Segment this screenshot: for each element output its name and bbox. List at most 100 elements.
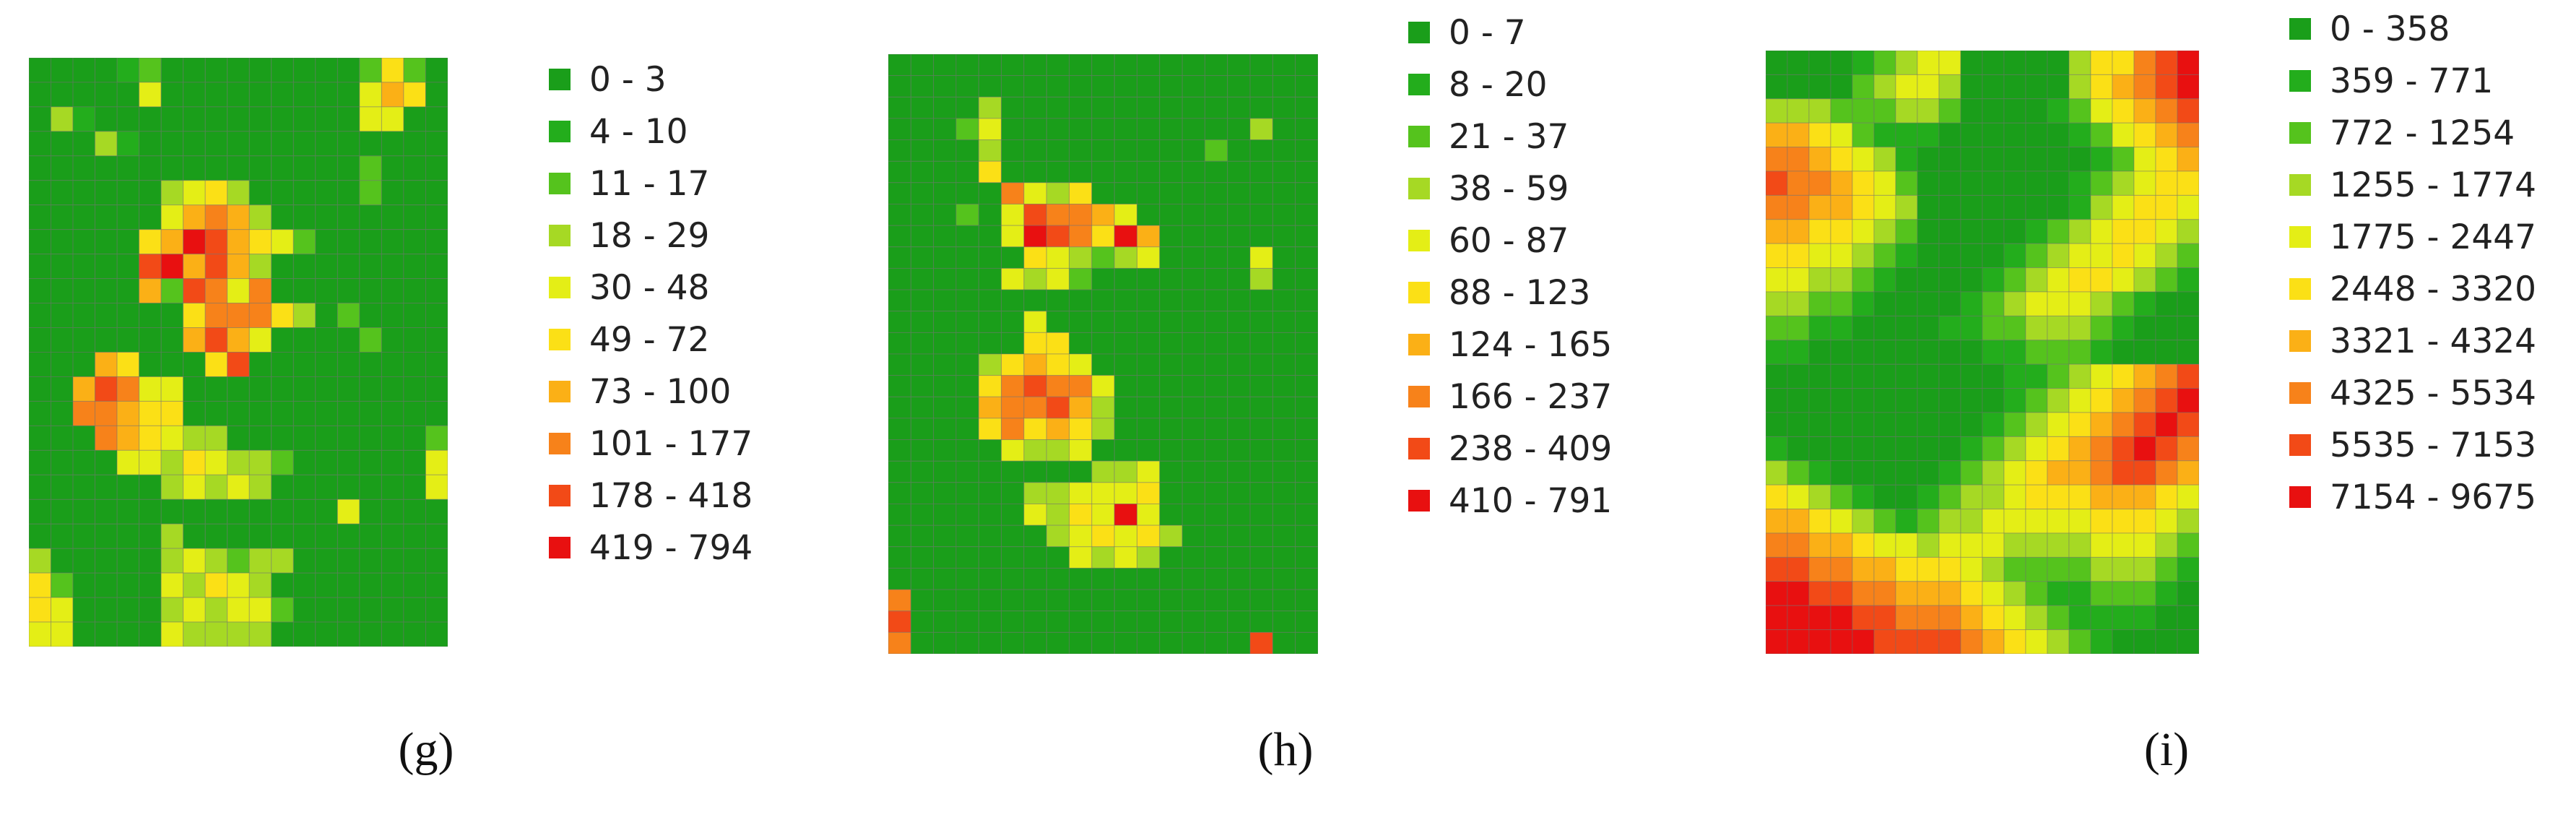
legend-swatch: [2289, 486, 2311, 508]
heatmap-cell: [1852, 605, 1875, 631]
heatmap-cell: [1227, 353, 1251, 376]
heatmap-cell: [248, 155, 272, 181]
heatmap-cell: [2155, 219, 2178, 244]
heatmap-cell: [1001, 96, 1025, 119]
heatmap-cell: [183, 254, 206, 280]
heatmap-cell: [1069, 375, 1093, 397]
heatmap-cell: [1830, 436, 1853, 462]
heatmap-cell: [1960, 74, 1983, 100]
heatmap-cell: [1272, 353, 1296, 376]
heatmap-cell: [183, 278, 206, 304]
heatmap-cell: [955, 182, 979, 204]
heatmap-cell: [888, 418, 911, 441]
heatmap-cell: [2003, 412, 2026, 437]
heatmap-cell: [888, 182, 911, 204]
heatmap-cell: [978, 204, 1002, 226]
heatmap-cell: [1069, 160, 1093, 184]
heatmap-cell: [381, 254, 404, 280]
heatmap-cell: [2003, 267, 2026, 293]
heatmap-cell: [1982, 629, 2005, 654]
heatmap-cell: [1136, 567, 1161, 590]
heatmap-cell: [425, 204, 448, 230]
heatmap-cell: [1227, 396, 1251, 419]
heatmap-cell: [1917, 51, 1940, 75]
heatmap-cell: [2133, 194, 2156, 220]
heatmap-cell: [1982, 412, 2005, 437]
heatmap-cell: [1938, 581, 1961, 606]
heatmap-cell: [2090, 436, 2113, 462]
heatmap-cell: [1808, 122, 1831, 148]
heatmap-cell: [1114, 375, 1137, 397]
legend-swatch: [1408, 178, 1430, 199]
heatmap-cell: [72, 474, 96, 500]
heatmap-cell: [1001, 139, 1025, 162]
heatmap-cell: [1091, 525, 1115, 548]
heatmap-cell: [95, 278, 118, 304]
heatmap-cell: [1982, 340, 2005, 365]
heatmap-cell: [1852, 629, 1875, 654]
heatmap-cell: [1873, 509, 1896, 534]
heatmap-cell: [1181, 332, 1205, 355]
heatmap-cell: [1249, 396, 1273, 419]
heatmap-cell: [359, 449, 382, 475]
heatmap-cell: [1895, 629, 1918, 654]
heatmap-cell: [1159, 504, 1183, 526]
heatmap-cell: [1787, 460, 1810, 485]
heatmap-cell: [1766, 484, 1788, 510]
heatmap-cell: [1159, 118, 1183, 141]
legend-label: 11 - 17: [589, 163, 710, 204]
heatmap-cell: [183, 425, 206, 451]
heatmap-cell: [933, 54, 957, 77]
heatmap-cell: [1249, 439, 1273, 462]
heatmap-cell: [1159, 204, 1183, 226]
heatmap-cell: [1982, 509, 2005, 534]
heatmap-cell: [204, 82, 228, 108]
heatmap-cell: [381, 474, 404, 500]
legend-item-g-2: 11 - 17: [549, 162, 709, 205]
heatmap-cell: [1069, 289, 1093, 312]
heatmap-cell: [1249, 54, 1273, 77]
heatmap-cell: [1938, 556, 1961, 582]
heatmap-cell: [1873, 171, 1896, 196]
heatmap-cell: [116, 621, 140, 647]
heatmap-cell: [227, 303, 250, 329]
heatmap-cell: [183, 548, 206, 574]
heatmap-cell: [183, 376, 206, 402]
heatmap-cell: [1249, 204, 1273, 226]
heatmap-cell: [1960, 388, 1983, 413]
heatmap-cell: [2177, 267, 2199, 293]
heatmap-cell: [1181, 75, 1205, 98]
heatmap-cell: [337, 523, 360, 549]
heatmap-cell: [1114, 246, 1137, 269]
legend-swatch: [549, 121, 571, 142]
heatmap-cell: [1830, 460, 1853, 485]
heatmap-cell: [1873, 51, 1896, 75]
heatmap-cell: [2155, 291, 2178, 316]
heatmap-cell: [1227, 160, 1251, 184]
heatmap-cell: [1023, 375, 1047, 397]
heatmap-cell: [160, 204, 184, 230]
heatmap-cell: [292, 204, 316, 230]
heatmap-cell: [2090, 51, 2113, 75]
heatmap-cell: [910, 246, 934, 269]
heatmap-cell: [1069, 610, 1093, 633]
heatmap-cell: [1249, 418, 1273, 441]
heatmap-cell: [1830, 51, 1853, 75]
heatmap-cell: [1114, 332, 1137, 355]
heatmap-cell: [72, 499, 96, 525]
heatmap-cell: [1069, 353, 1093, 376]
heatmap-cell: [1895, 340, 1918, 365]
heatmap-cell: [978, 353, 1002, 376]
heatmap-cell: [425, 474, 448, 500]
heatmap-cell: [116, 523, 140, 549]
heatmap-cell: [271, 58, 294, 83]
heatmap-cell: [978, 504, 1002, 526]
heatmap-cell: [51, 523, 74, 549]
heatmap-cell: [1159, 160, 1183, 184]
heatmap-cell: [1181, 139, 1205, 162]
heatmap-cell: [2177, 412, 2199, 437]
heatmap-cell: [1917, 363, 1940, 389]
heatmap-cell: [425, 58, 448, 83]
heatmap-cell: [1046, 353, 1070, 376]
heatmap-cell: [51, 499, 74, 525]
